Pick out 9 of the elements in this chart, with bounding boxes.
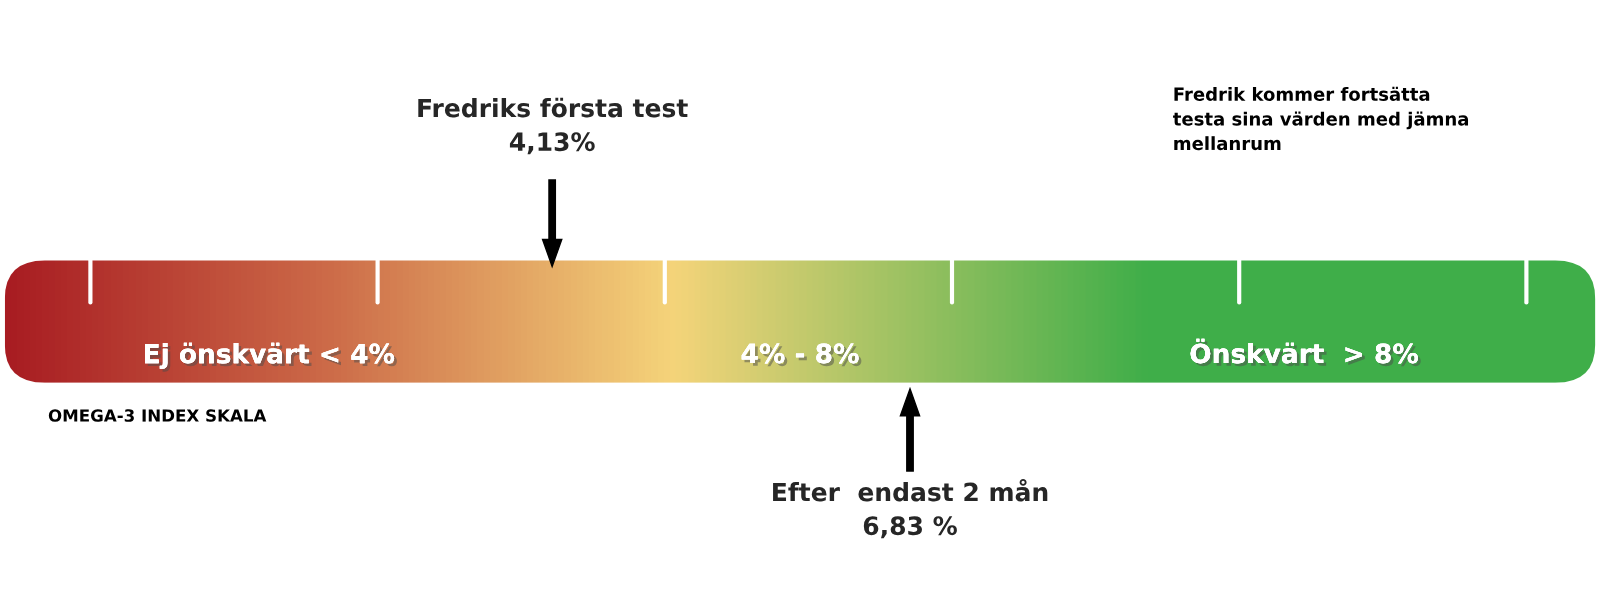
text: Önskvärt > 8% [1190,338,1421,367]
text: Ej önskvärt < 4% [145,342,397,372]
text: Fredrik kommer fortsätta testa sina värden med jämna mellanrum [1173,86,1469,151]
text: 4% - 8% [741,343,862,367]
category-label: Efter endast 2 mån [773,478,1048,502]
data-label: 6,83 % [863,516,957,539]
data-label: 4,13% [509,132,595,155]
text: OMEGA-3 INDEX SKALA [48,409,267,422]
category-label: Fredriks första test [418,97,688,118]
